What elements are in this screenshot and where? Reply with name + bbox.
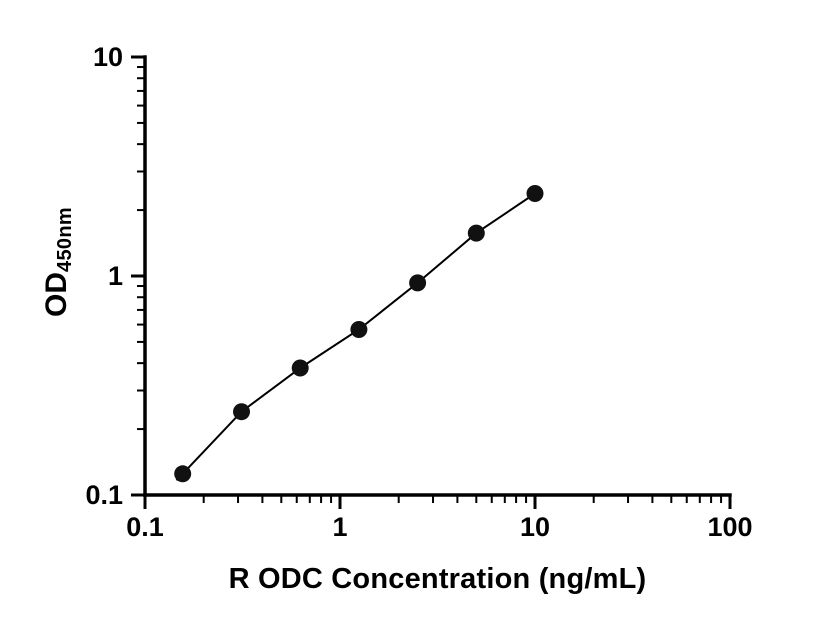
data-point	[233, 403, 250, 421]
data-point	[526, 185, 544, 202]
x-tick-label: 0.1	[126, 512, 164, 542]
y-axis-title-main: OD	[40, 271, 73, 317]
data-point	[174, 465, 192, 483]
data-point	[409, 274, 427, 292]
x-axis-title: R ODC Concentration (ng/mL)	[228, 563, 647, 595]
y-tick-label: 10	[93, 42, 123, 72]
data-point	[350, 321, 368, 338]
x-axis: 0.1 1 10 100	[126, 493, 753, 542]
x-tick-label: 1	[332, 512, 347, 542]
y-tick-label: 1	[108, 261, 123, 291]
y-axis-title: OD450nm	[40, 207, 76, 317]
y-axis-title-sub: 450nm	[54, 207, 76, 272]
x-tick-label: 100	[707, 512, 752, 542]
fit-line	[175, 192, 536, 481]
x-tick-label: 10	[520, 512, 550, 542]
data-series-standard-curve	[174, 185, 544, 483]
y-tick-label: 0.1	[85, 480, 123, 510]
data-point	[291, 359, 309, 377]
y-axis: 0.1 1 10	[85, 42, 147, 510]
data-point	[467, 224, 485, 242]
